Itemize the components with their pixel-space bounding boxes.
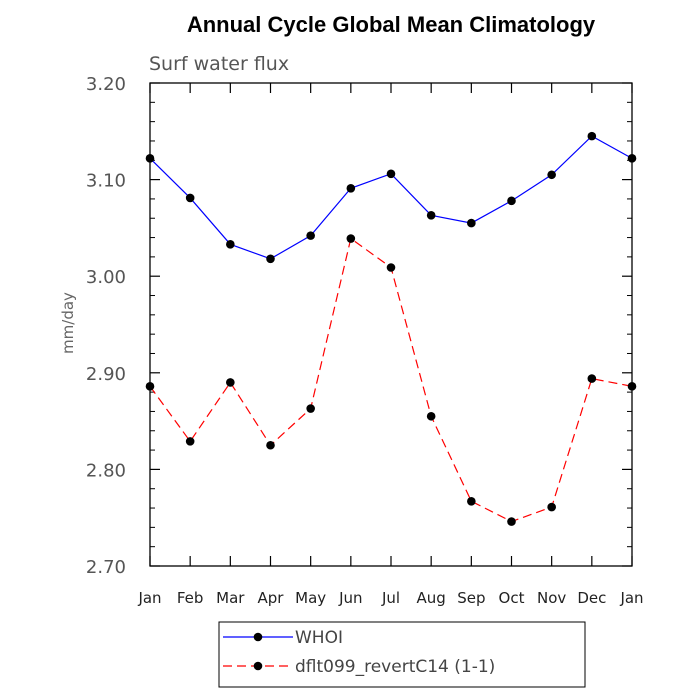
y-tick-label: 2.70 — [86, 557, 126, 578]
data-point — [627, 154, 637, 163]
data-point — [467, 218, 476, 228]
chart-title: Annual Cycle Global Mean Climatology — [187, 12, 596, 37]
data-point — [467, 496, 476, 506]
data-point — [507, 196, 516, 206]
data-point — [266, 440, 275, 450]
x-tick-label: Jun — [338, 589, 362, 607]
x-tick-label: Nov — [537, 589, 566, 607]
data-point — [226, 240, 235, 249]
y-tick-label: 2.80 — [86, 460, 126, 481]
legend-box — [218, 621, 586, 688]
y-tick-label: 2.90 — [86, 364, 126, 385]
data-point — [547, 502, 556, 512]
legend-marker — [253, 632, 263, 642]
x-tick-label: Mar — [216, 589, 245, 607]
data-point — [386, 263, 396, 272]
x-tick-label: Dec — [577, 589, 606, 607]
data-point — [145, 154, 155, 163]
data-point — [185, 437, 195, 446]
x-tick-label: Jan — [619, 589, 643, 607]
data-point — [507, 517, 516, 526]
chart-subtitle: Surf water flux — [149, 53, 289, 75]
data-point — [426, 211, 436, 220]
data-point — [627, 382, 637, 391]
data-point — [346, 183, 356, 193]
data-point — [386, 169, 396, 179]
data-point — [226, 378, 235, 387]
data-point — [306, 404, 315, 413]
y-axis-label: mm/day — [59, 292, 77, 354]
data-point — [547, 170, 556, 180]
x-tick-label: Jul — [381, 589, 400, 607]
x-tick-label: Apr — [258, 589, 285, 607]
x-tick-label: Oct — [499, 589, 525, 607]
legend-marker — [253, 661, 263, 671]
y-tick-label: 3.10 — [86, 171, 126, 192]
y-tick-label: 3.20 — [86, 74, 126, 95]
data-point — [266, 254, 275, 264]
data-point — [145, 382, 155, 391]
series-line-2 — [149, 237, 633, 523]
legend-label: WHOI — [295, 628, 343, 648]
data-point — [306, 231, 315, 240]
series-line-1 — [149, 135, 633, 260]
legend-label: dflt099_revertC14 (1-1) — [295, 657, 495, 677]
y-tick-label: 3.00 — [86, 267, 126, 288]
data-point — [346, 234, 356, 243]
data-point — [185, 193, 195, 203]
x-tick-label: May — [295, 589, 326, 607]
x-tick-label: Aug — [417, 589, 446, 607]
data-point — [426, 411, 436, 421]
x-tick-label: Jan — [137, 589, 161, 607]
plot-frame — [149, 82, 633, 567]
x-tick-label: Sep — [457, 589, 485, 607]
data-point — [587, 131, 597, 141]
x-tick-label: Feb — [177, 589, 204, 607]
data-point — [587, 374, 597, 383]
